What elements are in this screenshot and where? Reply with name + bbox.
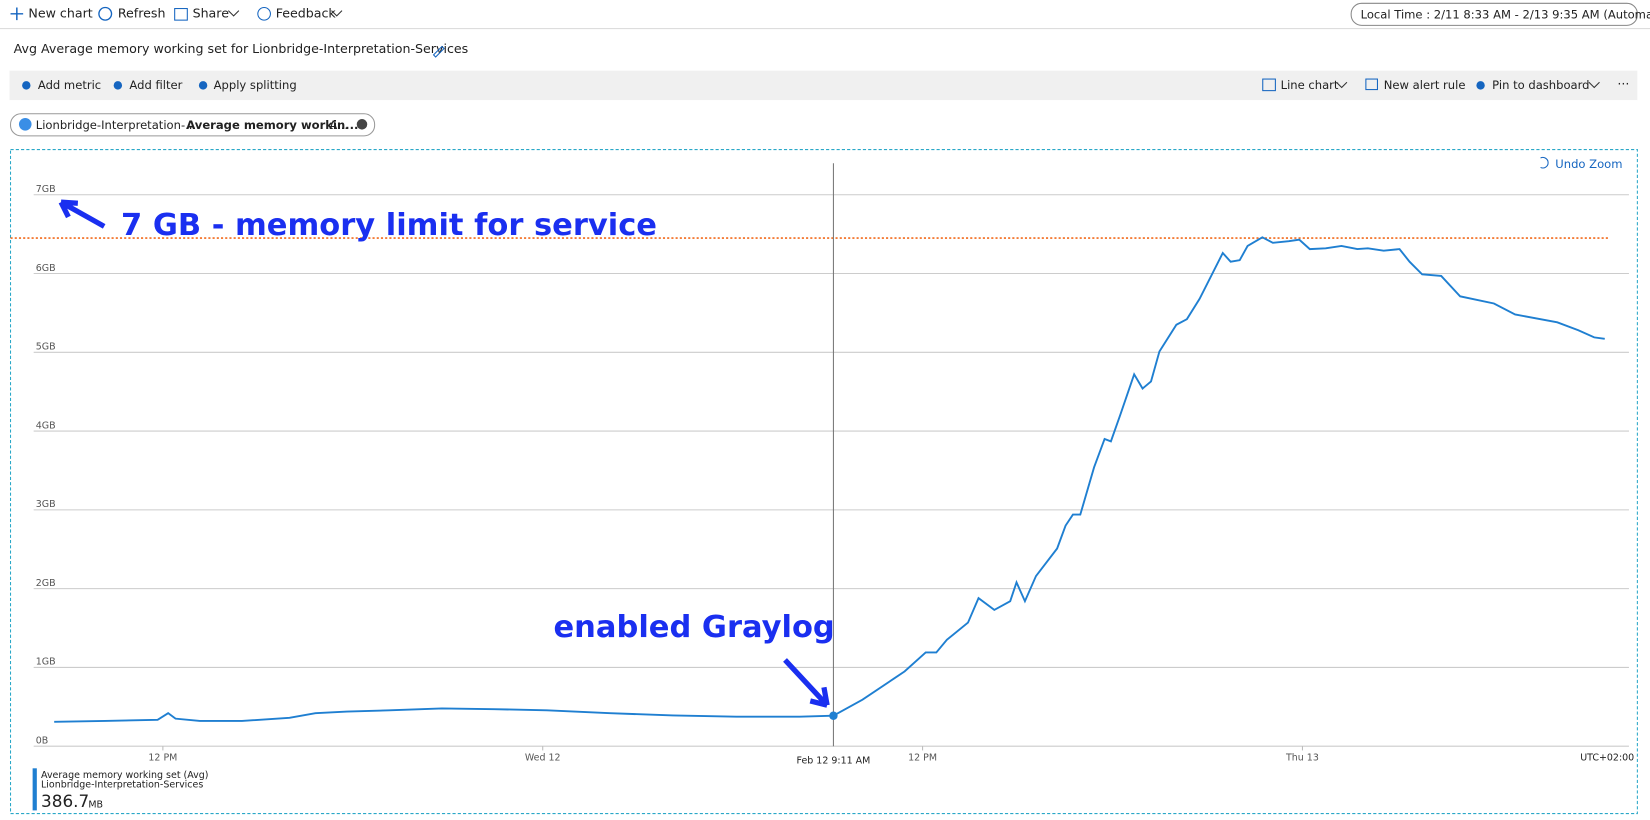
pill-metric: Average memory workin...	[186, 118, 358, 132]
time-range[interactable]: Local Time : 2/11 8:33 AM - 2/13 9:35 AM…	[1361, 7, 1650, 21]
chevron	[227, 10, 240, 17]
time-range-button[interactable]	[1350, 2, 1638, 26]
icon	[113, 81, 123, 90]
chevron	[331, 10, 343, 17]
y-tick-label: 1GB	[36, 657, 56, 668]
action-icons	[22, 78, 1485, 92]
share-icon	[174, 8, 188, 21]
y-tick-label: 7GB	[36, 184, 56, 195]
refresh-icon	[98, 6, 113, 21]
undo-icon	[1540, 156, 1549, 169]
legend-name: Average memory working set (Avg)	[41, 770, 208, 781]
icon	[1476, 81, 1485, 90]
y-tick-label: 3GB	[36, 499, 56, 510]
resource-icon	[18, 117, 32, 131]
feedback[interactable]: Feedback	[276, 5, 337, 20]
plus-icon	[10, 7, 24, 21]
metric-pill[interactable]	[9, 113, 376, 137]
annotation-arrow	[783, 658, 830, 708]
refresh[interactable]: Refresh	[118, 5, 166, 20]
line-chart[interactable]: Line chart	[1281, 78, 1339, 92]
annotation-arrow	[58, 199, 106, 229]
icon	[1262, 78, 1276, 92]
new-chart[interactable]: New chart	[28, 5, 92, 20]
annotation: 7 GB - memory limit for service	[121, 208, 657, 243]
plot: 0B 1GB 2GB 3GB 4GB 5GB 6GB 7GB 12 PM Wed 12 12 PM T…	[10, 163, 1634, 766]
chevrons	[1336, 81, 1600, 89]
legend-resource: Lionbridge-Interpretation-Services	[41, 780, 203, 791]
cursor-label: Feb 12 9:11 AM	[797, 755, 871, 766]
apply-splitting[interactable]: Apply splitting	[214, 78, 297, 92]
cursor-point	[829, 711, 838, 720]
edit-icon[interactable]	[432, 45, 445, 58]
legend-value: 386.7	[41, 791, 89, 811]
feedback-icon	[257, 6, 271, 21]
chart-title: Avg Average memory working set for Lionb…	[14, 41, 469, 56]
add-metric[interactable]: Add metric	[38, 78, 101, 92]
pill-resource: Lionbridge-Interpretation-...	[36, 118, 196, 132]
x-tick-label: 12 PM	[908, 752, 937, 763]
more[interactable]: ···	[1617, 76, 1629, 91]
y-tick-label: 5GB	[36, 342, 56, 353]
annotation: enabled Graylog	[554, 610, 835, 645]
undo-zoom[interactable]: Undo Zoom	[1555, 157, 1622, 171]
icon	[1365, 78, 1378, 91]
y-tick-label: 2GB	[36, 578, 56, 589]
add-filter[interactable]: Add filter	[129, 78, 182, 92]
pill-close[interactable]	[356, 119, 368, 130]
icon	[22, 81, 31, 90]
legend-unit: MB	[88, 800, 103, 811]
icon	[198, 81, 208, 90]
pill-aggregation: A...	[329, 118, 348, 132]
legend-swatch	[32, 768, 37, 811]
x-tick-label: Thu 13	[1285, 752, 1319, 763]
new-alert-rule[interactable]: New alert rule	[1384, 78, 1466, 92]
y-tick-label: 6GB	[36, 263, 56, 274]
toolbar: New chart Refresh Share Feedback Local T…	[0, 2, 1650, 30]
y-tick-label: 0B	[36, 735, 49, 746]
timezone: UTC+02:00	[1580, 752, 1634, 763]
series-line	[54, 236, 1605, 723]
x-tick-label: Wed 12	[525, 752, 561, 763]
pin-to-dashboard[interactable]: Pin to dashboard	[1492, 78, 1589, 92]
x-tick-label: 12 PM	[148, 752, 177, 763]
chart-frame	[9, 149, 1638, 815]
y-tick-label: 4GB	[36, 420, 56, 431]
share[interactable]: Share	[193, 5, 230, 20]
